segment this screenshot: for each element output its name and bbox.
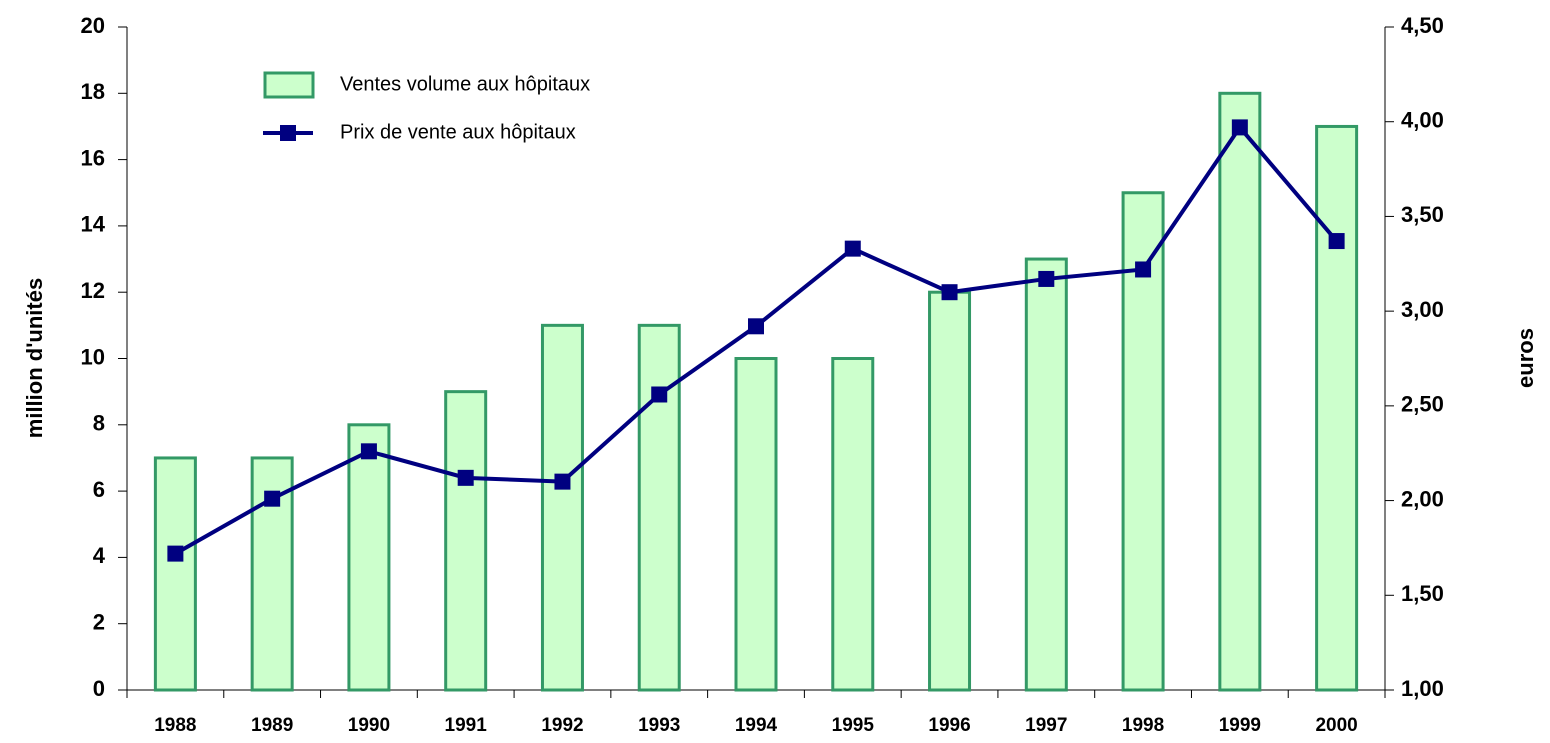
- y2-tick-label: 3,50: [1401, 202, 1444, 227]
- x-tick-label: 1990: [348, 715, 390, 736]
- y2-tick-label: 4,00: [1401, 108, 1444, 133]
- x-tick-label: 1992: [541, 715, 583, 736]
- y-tick-label: 12: [81, 278, 105, 303]
- line-marker: [167, 545, 184, 562]
- legend-label: Ventes volume aux hôpitaux: [340, 73, 590, 95]
- y2-tick-label: 2,00: [1401, 486, 1444, 511]
- y-axis-title: million d'unités: [22, 278, 47, 438]
- x-tick-label: 1998: [1122, 715, 1164, 736]
- x-tick-label: 1994: [735, 715, 778, 736]
- bar: [347, 423, 391, 692]
- y-tick-label: 4: [93, 543, 106, 568]
- x-tick-label: 2000: [1315, 715, 1357, 736]
- legend-label: Prix de vente aux hôpitaux: [340, 121, 576, 143]
- y2-tick-label: 1,50: [1401, 581, 1444, 606]
- legend-swatch: [263, 71, 315, 99]
- bar: [637, 323, 681, 692]
- bar: [1121, 191, 1165, 692]
- line-marker: [1135, 261, 1152, 278]
- y-tick-label: 20: [81, 13, 105, 38]
- line-marker: [264, 490, 281, 507]
- bar: [1024, 257, 1068, 692]
- line-marker: [651, 386, 668, 403]
- y2-tick-label: 2,50: [1401, 392, 1444, 417]
- y-tick-label: 18: [81, 79, 105, 104]
- line-marker: [457, 469, 474, 486]
- y-tick-label: 0: [93, 676, 105, 701]
- x-tick-label: 1989: [251, 715, 293, 736]
- line-marker: [1038, 270, 1055, 287]
- legend-swatch: [280, 125, 296, 141]
- x-tick-label: 1997: [1025, 715, 1067, 736]
- bar: [1315, 124, 1359, 692]
- x-tick-label: 1996: [928, 715, 970, 736]
- line-marker: [360, 443, 377, 460]
- line-marker: [1328, 233, 1345, 250]
- y-tick-label: 6: [93, 477, 105, 502]
- line-marker: [1231, 119, 1248, 136]
- bar: [540, 323, 584, 692]
- x-tick-label: 1995: [832, 715, 875, 736]
- bar: [734, 357, 778, 692]
- y2-tick-label: 3,00: [1401, 297, 1444, 322]
- x-tick-label: 1991: [445, 715, 488, 736]
- y-tick-label: 10: [81, 344, 105, 369]
- x-tick-label: 1999: [1219, 715, 1261, 736]
- bar: [1218, 91, 1262, 692]
- x-tick-label: 1993: [638, 715, 680, 736]
- bar: [153, 456, 197, 692]
- x-tick-label: 1988: [154, 715, 196, 736]
- bar: [831, 357, 875, 692]
- y2-axis-title: euros: [1513, 328, 1538, 388]
- line-marker: [844, 240, 861, 257]
- y-tick-label: 16: [81, 145, 105, 170]
- y-tick-label: 2: [93, 610, 105, 635]
- y-tick-label: 14: [81, 212, 106, 237]
- bar: [928, 290, 972, 692]
- line-marker: [941, 284, 958, 301]
- y2-tick-label: 1,00: [1401, 676, 1444, 701]
- line-marker: [554, 473, 571, 490]
- bar: [444, 390, 488, 692]
- y2-tick-label: 4,50: [1401, 13, 1444, 38]
- y-tick-label: 8: [93, 411, 105, 436]
- line-marker: [748, 318, 764, 335]
